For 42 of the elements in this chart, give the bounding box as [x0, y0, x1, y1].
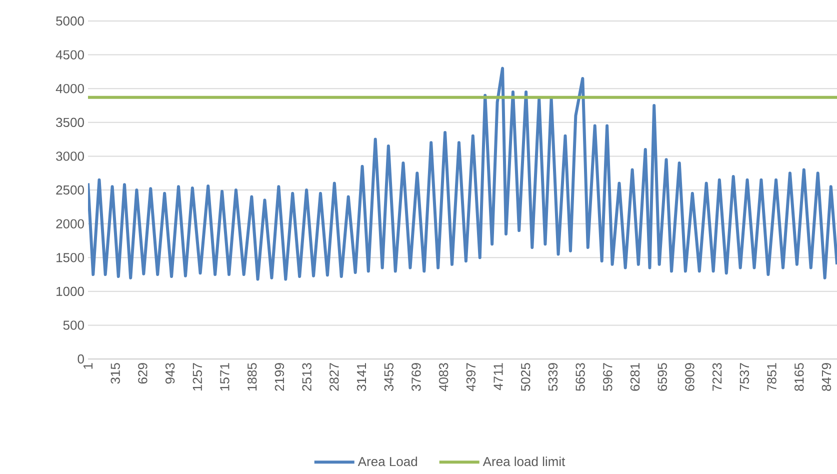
- x-tick-label: 5339: [548, 363, 558, 391]
- x-tick-label: 3141: [356, 363, 366, 391]
- x-tick-label: 1: [84, 363, 92, 369]
- x-tick-label: 4083: [438, 363, 448, 392]
- x-tick-label: 2513: [302, 363, 312, 391]
- y-tick-label: 5000: [56, 16, 84, 26]
- y-tick-label: 2500: [56, 185, 84, 195]
- x-tick-label: 629: [138, 363, 148, 384]
- x-tick-label: 6595: [658, 363, 667, 391]
- legend-label: Area Load: [358, 456, 417, 466]
- y-tick-label: 1500: [56, 252, 84, 262]
- x-tick-label: 943: [165, 363, 175, 384]
- y-tick-label: 4500: [56, 50, 84, 60]
- legend-label: Area load limit: [482, 456, 566, 466]
- x-tick-label: 8165: [794, 363, 804, 391]
- x-tick-label: 8479: [822, 363, 832, 391]
- x-tick-label: 3455: [384, 363, 394, 391]
- x-tick-label: 315: [110, 363, 120, 384]
- x-tick-label: 5025: [521, 363, 530, 391]
- x-tick-label: 2199: [274, 363, 284, 391]
- line-series: [88, 66, 837, 281]
- x-tick-label: 7851: [767, 363, 776, 391]
- y-tick-label: 3500: [56, 118, 84, 127]
- x-tick-label: 4711: [494, 363, 503, 390]
- x-tick-label: 7223: [712, 363, 722, 391]
- x-tick-label: 3769: [412, 363, 421, 391]
- x-tick-label: 5653: [576, 363, 585, 391]
- x-tick-label: 1885: [248, 363, 257, 390]
- x-tick-label: 4397: [466, 363, 476, 392]
- x-tick-label: 1571: [220, 363, 230, 390]
- y-tick-label: 2000: [56, 219, 84, 228]
- y-tick-label: 4000: [56, 84, 84, 94]
- x-tick-label: 1257: [192, 363, 202, 390]
- x-tick-label: 5967: [603, 363, 612, 391]
- y-tick-label: 500: [63, 320, 84, 330]
- y-tick-label: 0: [78, 354, 84, 364]
- x-tick-label: 6909: [685, 363, 694, 391]
- x-tick-label: 6281: [630, 363, 640, 391]
- x-tick-label: 2827: [330, 363, 339, 391]
- y-tick-label: 1000: [56, 286, 84, 296]
- x-tick-label: 7537: [740, 363, 750, 391]
- y-tick-label: 3000: [56, 152, 84, 161]
